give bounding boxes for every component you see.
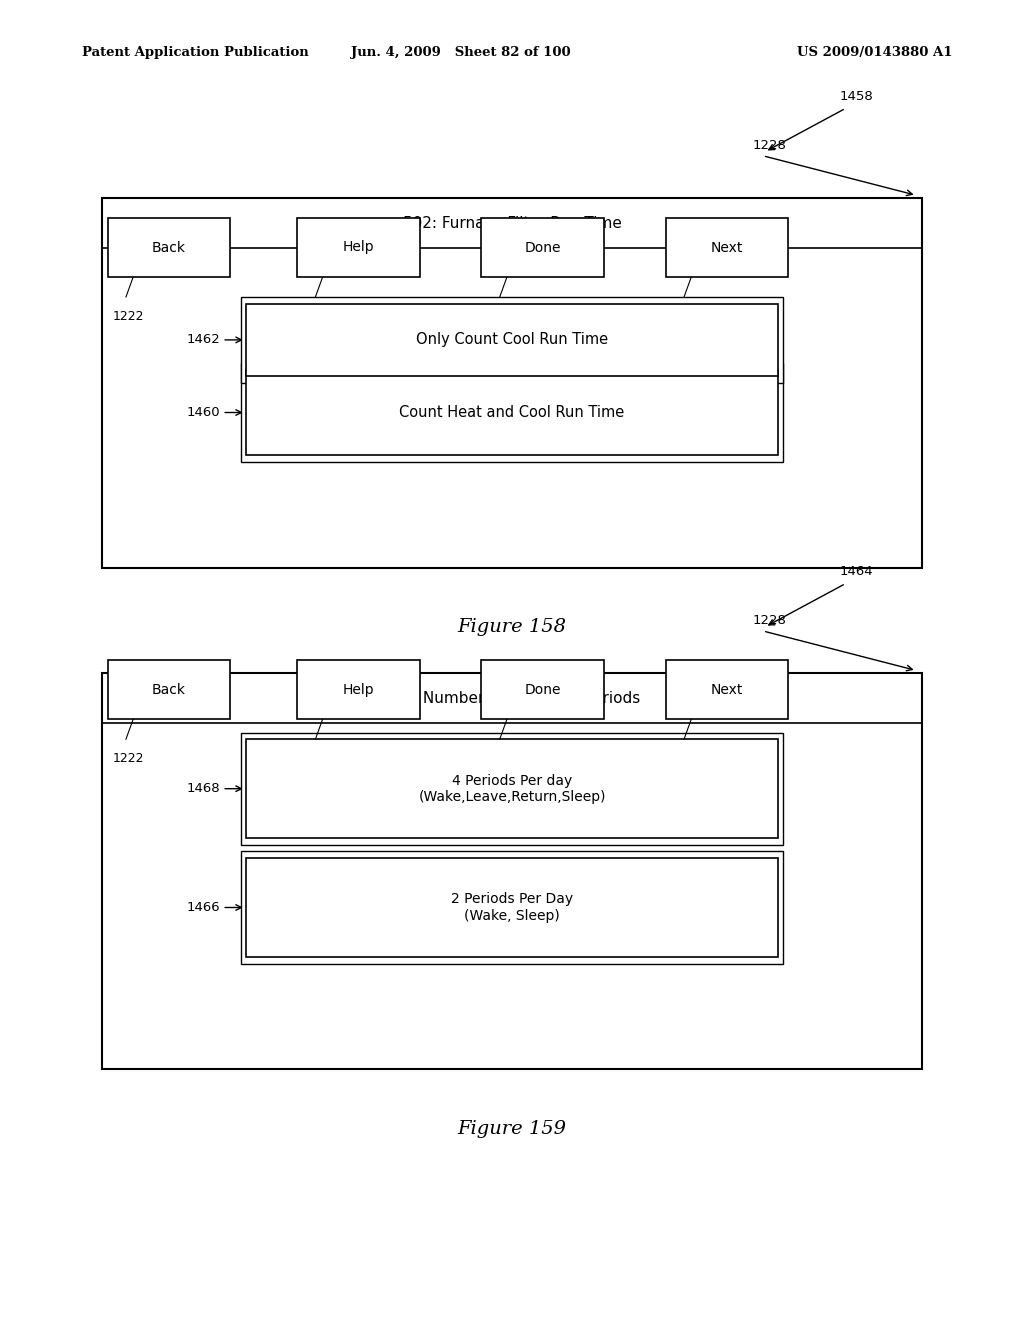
- FancyBboxPatch shape: [246, 370, 778, 455]
- Text: 1236: 1236: [671, 310, 702, 323]
- FancyBboxPatch shape: [481, 660, 604, 719]
- FancyBboxPatch shape: [666, 218, 788, 277]
- Text: 1228: 1228: [753, 139, 786, 152]
- Text: Back: Back: [152, 240, 186, 255]
- FancyBboxPatch shape: [666, 660, 788, 719]
- Text: 1234: 1234: [486, 310, 518, 323]
- Text: Figure 158: Figure 158: [458, 618, 566, 636]
- Text: Back: Back: [152, 682, 186, 697]
- FancyBboxPatch shape: [102, 198, 922, 568]
- Text: 1460: 1460: [186, 407, 220, 418]
- Text: Count Heat and Cool Run Time: Count Heat and Cool Run Time: [399, 405, 625, 420]
- Text: 4 Periods Per day
(Wake,Leave,Return,Sleep): 4 Periods Per day (Wake,Leave,Return,Sle…: [418, 774, 606, 804]
- Text: Done: Done: [524, 240, 561, 255]
- Text: Help: Help: [343, 682, 374, 697]
- FancyBboxPatch shape: [108, 218, 230, 277]
- FancyBboxPatch shape: [246, 858, 778, 957]
- Text: 1468: 1468: [186, 783, 220, 795]
- Text: 540: Number of Schedule Periods: 540: Number of Schedule Periods: [384, 690, 640, 706]
- Text: Next: Next: [711, 240, 743, 255]
- Text: 1228: 1228: [753, 614, 786, 627]
- FancyBboxPatch shape: [246, 739, 778, 838]
- Text: 1458: 1458: [840, 90, 873, 103]
- Text: 1462: 1462: [186, 334, 220, 346]
- Text: 1224: 1224: [302, 752, 334, 766]
- FancyBboxPatch shape: [241, 297, 783, 383]
- Text: 502: Furnace Filter Run Time: 502: Furnace Filter Run Time: [402, 215, 622, 231]
- FancyBboxPatch shape: [246, 304, 778, 376]
- Text: 1464: 1464: [840, 565, 873, 578]
- Text: 2 Periods Per Day
(Wake, Sleep): 2 Periods Per Day (Wake, Sleep): [451, 892, 573, 923]
- Text: 1466: 1466: [186, 902, 220, 913]
- Text: Next: Next: [711, 682, 743, 697]
- Text: Figure 159: Figure 159: [458, 1119, 566, 1138]
- Text: Done: Done: [524, 682, 561, 697]
- FancyBboxPatch shape: [108, 660, 230, 719]
- Text: Jun. 4, 2009   Sheet 82 of 100: Jun. 4, 2009 Sheet 82 of 100: [351, 46, 570, 59]
- FancyBboxPatch shape: [241, 733, 783, 845]
- Text: 1222: 1222: [113, 752, 144, 766]
- Text: 1236: 1236: [671, 752, 702, 766]
- Text: US 2009/0143880 A1: US 2009/0143880 A1: [797, 46, 952, 59]
- FancyBboxPatch shape: [481, 218, 604, 277]
- FancyBboxPatch shape: [241, 363, 783, 462]
- Text: Only Count Cool Run Time: Only Count Cool Run Time: [416, 333, 608, 347]
- FancyBboxPatch shape: [102, 673, 922, 1069]
- FancyBboxPatch shape: [241, 851, 783, 964]
- Text: Help: Help: [343, 240, 374, 255]
- FancyBboxPatch shape: [297, 218, 420, 277]
- Text: 1222: 1222: [113, 310, 144, 323]
- FancyBboxPatch shape: [297, 660, 420, 719]
- Text: 1224: 1224: [302, 310, 334, 323]
- Text: Patent Application Publication: Patent Application Publication: [82, 46, 308, 59]
- Text: 1234: 1234: [486, 752, 518, 766]
